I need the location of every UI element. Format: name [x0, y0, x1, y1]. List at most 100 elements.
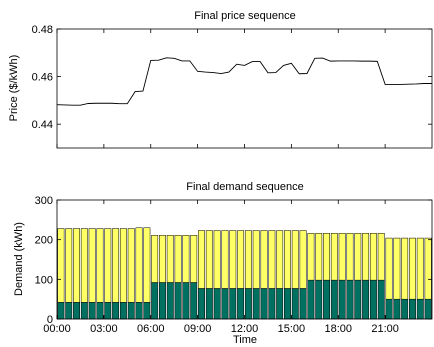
demand-bar-base — [190, 282, 198, 320]
demand-y-tick-label: 200 — [35, 235, 53, 247]
demand-bar-upper — [198, 230, 205, 289]
demand-bar-base — [166, 282, 174, 320]
demand-bar-upper — [346, 233, 354, 281]
demand-bar-base — [135, 302, 143, 320]
demand-x-tick-label: 00:00 — [43, 323, 71, 335]
demand-bar-upper — [127, 228, 135, 303]
demand-bar-base — [252, 288, 260, 320]
demand-bar-base — [276, 288, 284, 320]
demand-bar-upper — [143, 227, 151, 303]
demand-bar-upper — [393, 237, 401, 300]
demand-bar-upper — [268, 230, 276, 289]
demand-bar-base — [80, 302, 88, 320]
demand-bar-upper — [299, 230, 307, 289]
demand-bar-upper — [96, 228, 104, 303]
demand-bar-base — [315, 279, 323, 320]
demand-y-tick-label: 300 — [35, 195, 53, 207]
demand-bar-base — [362, 279, 370, 320]
demand-bar-base — [213, 288, 221, 320]
demand-bar-base — [409, 298, 416, 320]
demand-x-tick-label: 03:00 — [90, 323, 118, 335]
demand-bar-upper — [409, 237, 416, 300]
demand-bar-upper — [315, 233, 323, 281]
demand-bar-upper — [401, 237, 409, 300]
demand-bar-upper — [80, 228, 88, 303]
demand-bar-upper — [377, 233, 385, 281]
demand-bar-upper — [330, 233, 338, 281]
demand-x-tick-label: 15:00 — [278, 323, 306, 335]
demand-bar-base — [205, 288, 213, 320]
demand-bar-upper — [284, 230, 291, 289]
demand-y-axis-label: Demand (kWh) — [13, 222, 25, 296]
demand-bar-upper — [112, 228, 120, 303]
price-chart: Final price sequence 0.44 0.46 0.48 Price … — [8, 10, 433, 149]
demand-bar-base — [221, 288, 229, 320]
demand-x-ticks: 00:00 03:00 06:00 09:00 12:00 15:00 18:00 21:00 — [43, 200, 399, 335]
price-plot-area — [56, 57, 432, 106]
demand-bar-base — [182, 282, 190, 320]
demand-bar-base — [268, 288, 276, 320]
price-y-tick-label: 0.46 — [32, 72, 53, 84]
demand-bar-upper — [159, 235, 166, 283]
demand-bar-base — [323, 279, 330, 320]
demand-bar-base — [338, 279, 346, 320]
demand-bar-upper — [119, 228, 127, 303]
demand-bar-upper — [237, 230, 245, 289]
demand-bar-upper — [416, 237, 424, 300]
demand-bar-base — [73, 302, 80, 320]
demand-bar-upper — [151, 235, 159, 283]
demand-bar-base — [159, 282, 166, 320]
demand-bar-base — [229, 288, 237, 320]
demand-bar-upper — [338, 233, 346, 281]
demand-bar-upper — [229, 230, 237, 289]
demand-bar-upper — [244, 230, 252, 289]
demand-bar-base — [377, 279, 385, 320]
price-y-ticks: 0.44 0.46 0.48 — [32, 24, 432, 148]
demand-x-tick-label: 18:00 — [324, 323, 352, 335]
demand-bar-base — [307, 279, 315, 320]
demand-bar-base — [151, 282, 159, 320]
demand-bar-upper — [354, 233, 362, 281]
demand-bar-upper — [385, 237, 393, 300]
demand-bar-base — [119, 302, 127, 320]
demand-bar-base — [424, 298, 432, 320]
demand-bar-base — [88, 302, 96, 320]
demand-x-tick-label: 09:00 — [184, 323, 212, 335]
demand-bar-base — [96, 302, 104, 320]
demand-bar-base — [284, 288, 291, 320]
demand-bar-base — [346, 279, 354, 320]
demand-bar-base — [260, 288, 268, 320]
demand-bar-base — [57, 302, 65, 320]
price-y-tick-label: 0.44 — [32, 119, 53, 131]
price-series-line — [56, 57, 432, 106]
demand-chart: Final demand sequence 0 100 200 300 00:00 03… — [13, 181, 433, 346]
demand-bar-base — [385, 298, 393, 320]
demand-bar-upper — [166, 235, 174, 283]
demand-bar-upper — [190, 235, 198, 283]
price-y-axis-label: Price ($/kWh) — [8, 55, 20, 122]
demand-x-tick-label: 21:00 — [371, 323, 399, 335]
demand-bar-upper — [276, 230, 284, 289]
demand-bar-upper — [369, 233, 377, 281]
demand-bar-base — [354, 279, 362, 320]
demand-bar-upper — [65, 228, 73, 303]
demand-bar-upper — [362, 233, 370, 281]
demand-bar-upper — [323, 233, 330, 281]
demand-bar-base — [330, 279, 338, 320]
demand-y-ticks: 0 100 200 300 — [35, 195, 432, 326]
demand-bar-base — [104, 302, 112, 320]
demand-bar-base — [401, 298, 409, 320]
demand-bar-upper — [57, 228, 65, 303]
demand-bar-upper — [221, 230, 229, 289]
demand-bar-base — [291, 288, 299, 320]
demand-bar-upper — [252, 230, 260, 289]
demand-bar-upper — [291, 230, 299, 289]
demand-bar-base — [299, 288, 307, 320]
demand-y-tick-label: 100 — [35, 274, 53, 286]
demand-chart-title: Final demand sequence — [186, 181, 303, 193]
demand-x-tick-label: 06:00 — [137, 323, 165, 335]
demand-bar-upper — [88, 228, 96, 303]
demand-bar-upper — [174, 235, 182, 283]
demand-bar-upper — [73, 228, 80, 303]
